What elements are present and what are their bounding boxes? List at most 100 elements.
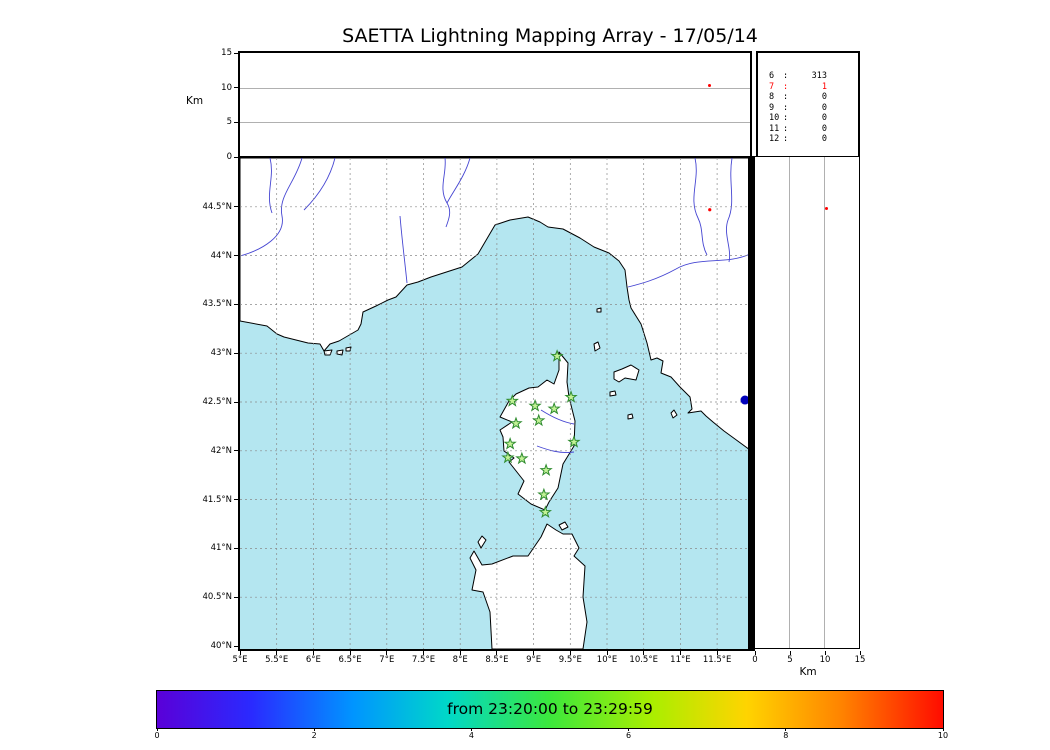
alt-lat-gridline [789,157,790,648]
lon-tick [496,651,498,655]
river [446,158,471,204]
river [693,158,708,256]
lon-tick [349,651,351,655]
alt-lat-tick-label: 0 [752,655,758,665]
lat-tick-label: 42°N [210,445,232,456]
lma-station-star [547,401,561,415]
elba-island [613,364,640,383]
landmasses [240,158,750,649]
lat-tick-label: 41.5°N [202,494,232,505]
time-colorbar: from 23:20:00 to 23:29:59 [156,690,944,729]
lon-tick-label: 10.5°E [629,655,658,665]
asinara-island [477,535,487,549]
river [536,445,575,453]
lon-tick [606,651,608,655]
river [268,158,273,214]
lat-tick-label: 42.5°N [202,396,232,407]
alt-axis-tick-label: 15 [221,47,232,58]
station-count-row: 9:0 [769,102,827,113]
lma-station-star [532,413,546,427]
lma-station-star [539,463,553,477]
station-count-row: 12:0 [769,134,827,144]
lon-tick-label: 11.5°E [702,655,732,665]
corsica [499,351,576,511]
alt-gridline [240,122,750,124]
colorbar-tick-label: 2 [311,731,317,740]
rivers [240,158,750,453]
lon-tick [533,651,535,655]
lon-tick [276,651,278,655]
figure-title: SAETTA Lightning Mapping Array - 17/05/1… [342,25,758,47]
alt-lat-tick-label: 15 [854,655,866,665]
altitude-latitude-panel [753,156,860,649]
coast-mainland-france-italy [240,158,750,451]
alt-lat-tick-label: 5 [787,655,793,665]
hyeres-island-2 [336,349,344,356]
montecristo-island [627,413,634,420]
panel-divider [748,156,755,651]
lon-tick [239,651,241,655]
river [627,253,750,288]
lma-station-star [564,390,578,403]
lon-tick [312,651,314,655]
lma-station-star [501,450,515,464]
river [726,158,733,263]
lon-tick-label: 5.5°E [265,655,289,665]
river [399,215,408,284]
maddalena-island [558,521,569,531]
alt-axis-tick-label: 5 [226,117,232,128]
alt-lat-tick-label: 10 [819,655,831,665]
alt-lat-gridline [824,157,825,648]
lon-tick [569,651,571,655]
station-count-row: 7:1 [769,81,827,92]
lon-tick-label: 6°E [305,655,321,665]
alt-lat-tick [789,651,791,655]
lat-tick-label: 40°N [210,640,232,651]
lon-tick-label: 9°E [526,655,542,665]
station-count-panel: 6:313 7:1 8:0 9:0 10:0 11:0 12:0 [756,51,860,159]
alt-lat-tick [859,651,861,655]
river [240,158,303,257]
station-count-row: 10:0 [769,113,827,123]
pianosa-island [609,390,617,397]
altitude-axis-label: Km [186,95,204,107]
colorbar-tick-label: 10 [937,731,949,740]
map-panel [238,156,752,651]
lon-tick [716,651,718,655]
colorbar-tick-label: 4 [468,731,474,740]
map-gridlines [240,158,750,649]
alt-lat-tick [754,651,756,655]
river [303,158,336,211]
altitude-latitude-grid [754,157,859,648]
lightning-source-dot-alt-time [708,84,712,88]
lon-tick-label: 9.5°E [558,655,582,665]
altitude-time-grid [240,53,750,157]
lightning-source-dot-alt-lat [824,207,828,211]
colorbar-tick-label: 6 [626,731,632,740]
lma-station-star [515,451,529,465]
lma-station-star [537,487,551,501]
lon-tick-label: 5°E [232,655,248,665]
lon-tick-label: 8°E [452,655,468,665]
lma-station-star [550,349,564,362]
lma-station-star [509,416,523,430]
station-count-row: 11:0 [769,123,827,134]
capraia-island [593,341,601,352]
lat-tick-label: 41°N [210,543,232,554]
station-count-rows: 6:313 7:1 8:0 9:0 10:0 11:0 12:0 [758,53,858,145]
station-count-row: 8:0 [769,92,827,102]
gorgona-island [596,307,602,313]
map-markers [708,208,750,405]
lat-tick-label: 43°N [210,347,232,358]
lon-tick-label: 7.5°E [411,655,436,665]
lon-tick-label: 7°E [379,655,395,665]
colorbar-tick-label: 0 [154,731,160,740]
alt-lat-tick [824,651,826,655]
altitude-time-panel [238,51,752,159]
blue-dot-marker [740,395,750,405]
altitude-axis-label-bottom: Km [799,666,817,678]
lon-tick-label: 10°E [596,655,618,665]
river [540,409,575,425]
lat-tick-label: 43.5°N [202,299,232,310]
lon-tick [386,651,388,655]
